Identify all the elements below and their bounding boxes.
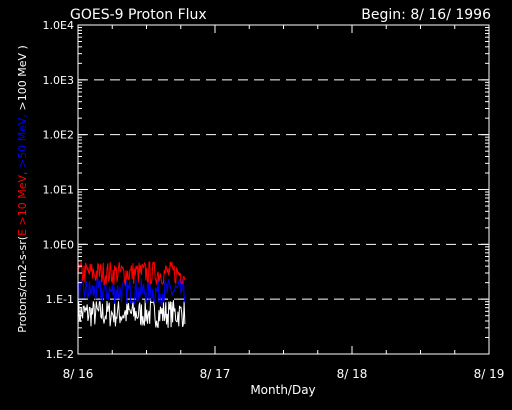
series-line: [77, 299, 186, 328]
chart-title: GOES-9 Proton Flux: [70, 7, 207, 23]
y-label-part: Protons/cm2-s-sr(: [16, 236, 29, 333]
y-tick-label: 1.0E1: [43, 184, 74, 197]
y-axis-ticks: 1.E-2 1.E-1 1.0E0 1.0E1 1.0E2 1.0E3 1.0E4: [43, 19, 489, 361]
y-tick-label: 1.E-1: [46, 293, 74, 306]
begin-date-label: Begin: 8/ 16/ 1996: [361, 7, 491, 23]
x-axis-label: Month/Day: [250, 383, 315, 397]
y-label-part: >50 MeV,: [16, 110, 29, 168]
x-tick-label: 8/ 17: [200, 367, 231, 381]
series-line: [77, 277, 186, 305]
data-series: [77, 261, 186, 328]
x-tick-label: 8/ 19: [474, 367, 505, 381]
y-label-part: >100 MeV ): [16, 45, 29, 110]
y-tick-label: 1.E-2: [46, 348, 74, 361]
x-tick-label: 8/ 16: [63, 367, 94, 381]
y-tick-label: 1.0E0: [43, 238, 74, 251]
series-line: [77, 261, 186, 287]
x-tick-label: 8/ 18: [337, 367, 368, 381]
y-tick-label: 1.0E4: [43, 19, 74, 32]
y-tick-label: 1.0E2: [43, 129, 74, 142]
y-tick-label: 1.0E3: [43, 74, 74, 87]
x-axis-ticks: 8/ 16 8/ 17 8/ 18 8/ 19: [63, 25, 505, 381]
y-label-part: E >10 MeV,: [16, 168, 29, 236]
y-axis-label: Protons/cm2-s-sr(E >10 MeV, >50 MeV, >10…: [16, 45, 29, 333]
